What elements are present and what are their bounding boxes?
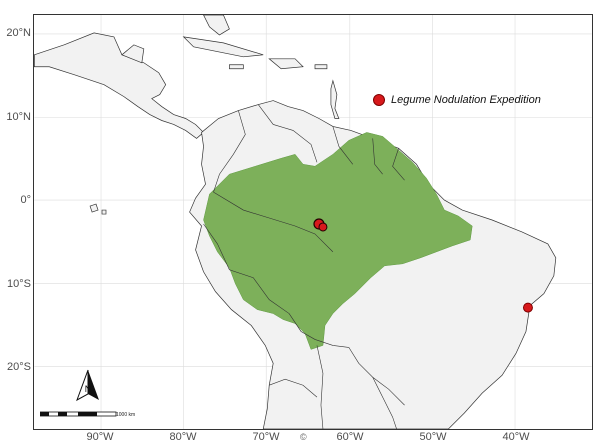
scale-bar xyxy=(40,411,117,417)
central-america-landmass xyxy=(34,32,205,139)
y-tick-label: 20°S xyxy=(7,361,31,373)
hispaniola xyxy=(268,58,304,70)
puerto-rico xyxy=(314,64,328,70)
y-tick-label: 10°N xyxy=(6,111,31,123)
site-marker xyxy=(522,302,533,313)
cuba xyxy=(182,36,264,58)
legend-marker xyxy=(373,94,385,106)
expedition-sites xyxy=(313,218,533,313)
north-arrow-icon: N xyxy=(76,369,99,402)
x-tick-label: 60°W xyxy=(336,431,364,443)
florida xyxy=(203,15,230,36)
map-panel xyxy=(33,14,593,430)
x-tick-label: 40°W xyxy=(502,431,530,443)
amazon-region xyxy=(203,132,473,350)
legend-label: Legume Nodulation Expedition xyxy=(391,94,541,106)
y-tick-label: 10°S xyxy=(7,278,31,290)
y-tick-label: 0° xyxy=(20,194,31,206)
site-marker xyxy=(318,222,328,232)
x-tick-label: 80°W xyxy=(169,431,197,443)
map-legend: Legume Nodulation Expedition xyxy=(373,94,541,106)
x-tick-label: 50°W xyxy=(419,431,447,443)
north-label: N xyxy=(85,384,92,394)
x-tick-label: 90°W xyxy=(86,431,114,443)
lesser-antilles xyxy=(330,79,340,119)
country-borders xyxy=(203,104,405,429)
x-tick-label: 70°W xyxy=(252,431,280,443)
map-canvas xyxy=(34,15,592,429)
copyright-icon: © xyxy=(300,432,307,442)
scale-label: 1000 km xyxy=(116,412,136,418)
jamaica xyxy=(229,64,244,70)
yucatan xyxy=(121,44,145,64)
galapagos xyxy=(89,203,107,215)
y-tick-label: 20°N xyxy=(6,27,31,39)
